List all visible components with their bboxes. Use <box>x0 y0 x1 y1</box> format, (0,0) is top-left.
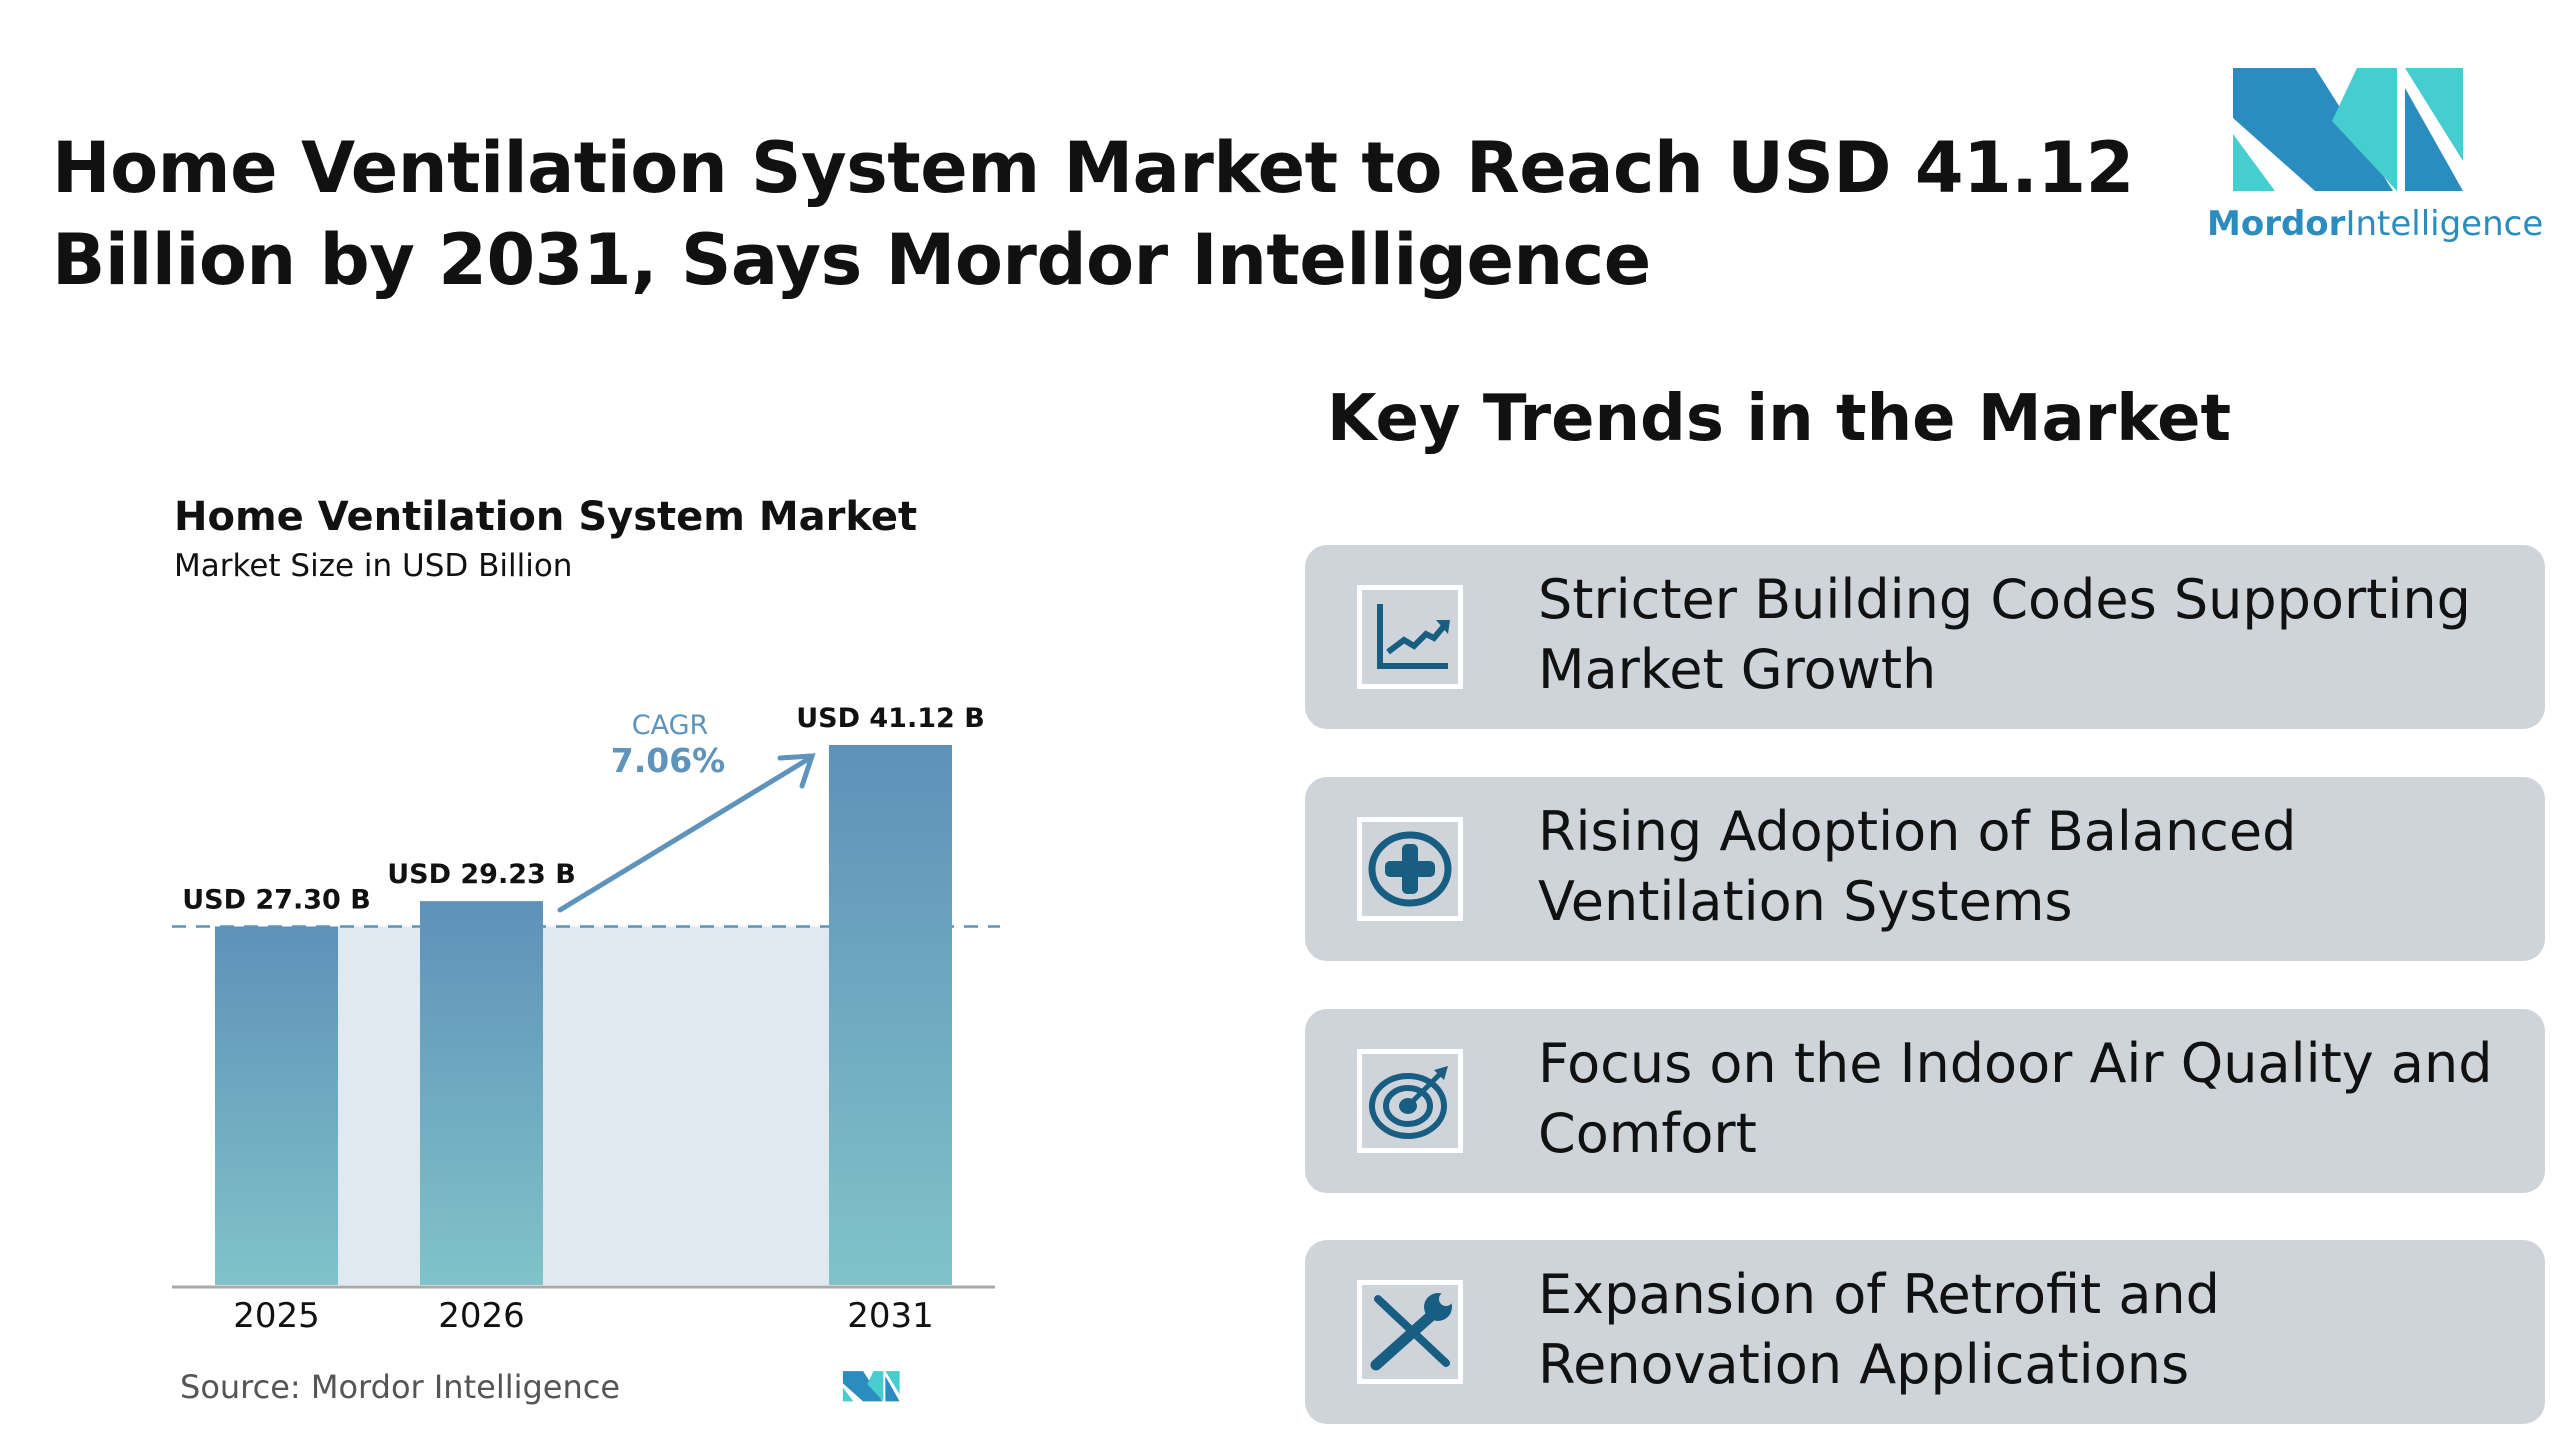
logo-wordmark: MordorIntelligence <box>2207 204 2544 244</box>
mordor-logo <box>2233 68 2463 191</box>
trend-label: Expansion of Retrofit and Renovation App… <box>1538 1263 2220 1396</box>
plus-circle-icon <box>1368 831 1452 907</box>
data-label: USD 29.23 B <box>387 859 576 890</box>
data-label: USD 41.12 B <box>796 703 985 734</box>
x-tick-label: 2026 <box>438 1296 525 1336</box>
tools-icon <box>1370 1292 1453 1371</box>
data-label: USD 27.30 B <box>182 884 371 915</box>
x-tick-label: 2031 <box>847 1296 934 1336</box>
cagr-arrowhead <box>777 753 816 789</box>
trend-card: Rising Adoption of Balanced Ventilation … <box>1305 777 2545 961</box>
trend-card: Expansion of Retrofit and Renovation App… <box>1305 1240 2545 1424</box>
trends-heading: Key Trends in the Market <box>1327 382 2232 456</box>
page-title: Home Ventilation System Market to Reach … <box>52 127 2134 301</box>
line-chart-icon <box>1377 604 1450 669</box>
trend-label: Rising Adoption of Balanced Ventilation … <box>1538 800 2297 933</box>
bar-2025 <box>215 926 338 1285</box>
bar-2026 <box>420 901 543 1285</box>
trend-card: Stricter Building Codes Supporting Marke… <box>1305 545 2545 729</box>
chart-source: Source: Mordor Intelligence <box>180 1368 621 1406</box>
bar-chart: USD 27.30 B 2025 USD 29.23 B 2026 USD 41.12 … <box>172 703 1000 1336</box>
chart-title: Home Ventilation System Market <box>174 494 918 540</box>
small-mordor-logo <box>842 1371 900 1402</box>
cagr-value: 7.06% <box>611 741 726 780</box>
bar-2031 <box>829 745 952 1285</box>
x-tick-label: 2025 <box>233 1296 320 1336</box>
cagr-arrow <box>557 755 813 913</box>
trend-label: Focus on the Indoor Air Quality and Comf… <box>1538 1032 2493 1165</box>
chart-subtitle: Market Size in USD Billion <box>174 548 573 584</box>
target-icon <box>1369 1066 1448 1139</box>
trend-label: Stricter Building Codes Supporting Marke… <box>1538 568 2471 701</box>
trend-card: Focus on the Indoor Air Quality and Comf… <box>1305 1009 2545 1193</box>
cagr-label: CAGR <box>632 710 709 741</box>
